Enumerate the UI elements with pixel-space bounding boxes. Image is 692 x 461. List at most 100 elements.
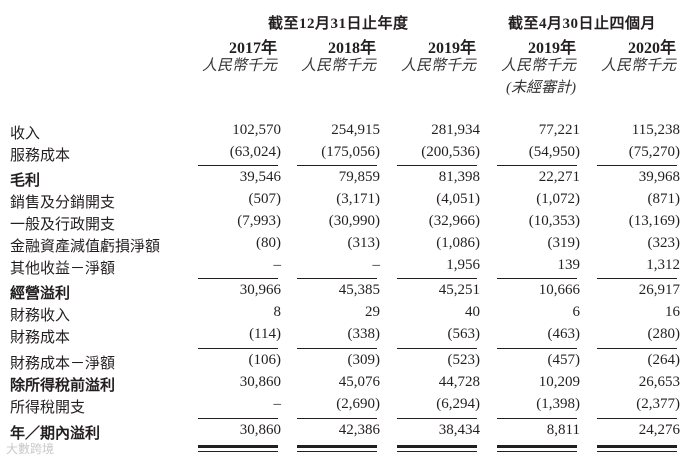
cell-value: –: [273, 257, 282, 273]
column-currency: 人民幣千元: [600, 58, 676, 74]
subtotal-rule: [198, 418, 278, 419]
subtotal-rule: [397, 418, 477, 419]
double-underline: [397, 445, 477, 448]
cell-value: 45,385: [338, 282, 380, 298]
cell-value: (75,270): [628, 144, 680, 160]
row-label: 財務成本: [10, 330, 71, 346]
cell-value: (1,086): [436, 235, 480, 251]
subtotal-rule: [497, 165, 577, 166]
cell-value: –: [273, 396, 282, 412]
table-row: 所得稅開支 – (2,690) (6,294) (1,398) (2,377): [0, 396, 692, 416]
subtotal-rule: [497, 348, 577, 349]
cell-value: (4,051): [436, 191, 480, 207]
cell-value: 102,570: [232, 122, 281, 138]
column-note: (未經審計): [506, 80, 576, 96]
cell-value: 29: [365, 304, 380, 320]
subtotal-rule: [397, 165, 477, 166]
subtotal-rule: [597, 418, 677, 419]
cell-value: (2,690): [336, 396, 380, 412]
subtotal-rule: [597, 165, 677, 166]
table-row: 其他收益－淨額 – – 1,956 139 1,312: [0, 257, 692, 277]
subtotal-rule: [198, 165, 278, 166]
row-label: 經營溢利: [10, 286, 71, 302]
column-currency: 人民幣千元: [300, 58, 376, 74]
subtotal-rule: [198, 348, 278, 349]
subtotal-rule: [497, 278, 577, 279]
cell-value: 281,934: [431, 122, 480, 138]
cell-value: (1,398): [536, 396, 580, 412]
column-year: 2017年: [228, 40, 277, 57]
column-currency: 人民幣千元: [201, 58, 277, 74]
cell-value: 30,860: [239, 422, 281, 438]
row-label: 財務成本－淨額: [10, 356, 116, 372]
subtotal-rule: [397, 278, 477, 279]
cell-value: 42,386: [338, 422, 380, 438]
cell-value: (507): [248, 191, 282, 207]
cell-value: 8,811: [546, 422, 580, 438]
subtotal-rule: [297, 418, 377, 419]
column-year: 2019年: [427, 40, 476, 57]
cell-value: 115,238: [631, 122, 680, 138]
cell-value: 26,917: [638, 282, 680, 298]
cell-value: 254,915: [331, 122, 380, 138]
cell-value: 6: [572, 304, 581, 320]
table-row: 年／期內溢利 30,860 42,386 38,434 8,811 24,276: [0, 422, 692, 442]
cell-value: 10,666: [538, 282, 580, 298]
double-underline: [497, 445, 577, 448]
subtotal-rule: [297, 348, 377, 349]
row-label: 毛利: [10, 173, 41, 189]
table-row: 財務成本－淨額 (106) (309) (523) (457) (264): [0, 352, 692, 372]
cell-value: (32,966): [428, 213, 480, 229]
cell-value: 40: [465, 304, 480, 320]
table-row: 一般及行政開支 (7,993) (30,990) (32,966) (10,353) (1…: [0, 213, 692, 233]
subtotal-rule: [597, 348, 677, 349]
row-label: 其他收益－淨額: [10, 261, 116, 277]
cell-value: (338): [347, 326, 381, 342]
column-year: 2020年: [627, 40, 676, 57]
cell-value: (63,024): [229, 144, 281, 160]
cell-value: (463): [547, 326, 581, 342]
cell-value: 45,251: [438, 282, 480, 298]
row-label: 財務收入: [10, 308, 71, 324]
cell-value: (175,056): [321, 144, 380, 160]
row-label: 年／期內溢利: [10, 426, 101, 442]
table-row: 財務收入 8 29 40 6 16: [0, 304, 692, 324]
row-label: 金融資產減值虧損淨額: [10, 239, 161, 255]
cell-value: 81,398: [438, 169, 480, 185]
double-underline: [297, 445, 377, 448]
cell-value: (10,353): [528, 213, 580, 229]
subtotal-rule: [297, 165, 377, 166]
subtotal-rule: [198, 278, 278, 279]
cell-value: (114): [249, 326, 281, 342]
cell-value: (313): [347, 235, 381, 251]
cell-value: 39,968: [638, 169, 680, 185]
row-label: 收入: [10, 126, 41, 142]
cell-value: 79,859: [338, 169, 380, 185]
row-label: 所得稅開支: [10, 400, 86, 416]
cell-value: (323): [647, 235, 681, 251]
cell-value: (80): [256, 235, 281, 251]
cell-value: 45,076: [338, 374, 380, 390]
cell-value: (6,294): [436, 396, 480, 412]
cell-value: (54,950): [528, 144, 580, 160]
cell-value: (30,990): [328, 213, 380, 229]
cell-value: (264): [647, 352, 681, 368]
table-row: 經營溢利 30,966 45,385 45,251 10,666 26,917: [0, 282, 692, 302]
row-label: 一般及行政開支: [10, 217, 116, 233]
watermark: 大數跨境: [6, 442, 55, 456]
column-year: 2018年: [327, 40, 376, 57]
column-currency: 人民幣千元: [400, 58, 476, 74]
cell-value: (280): [647, 326, 681, 342]
subtotal-rule: [297, 278, 377, 279]
cell-value: (106): [248, 352, 282, 368]
cell-value: 24,276: [638, 422, 680, 438]
table-row: 收入 102,570 254,915 281,934 77,221 115,238: [0, 122, 692, 142]
cell-value: (319): [547, 235, 581, 251]
subtotal-rule: [497, 418, 577, 419]
cell-value: (200,536): [421, 144, 480, 160]
cell-value: 26,653: [638, 374, 680, 390]
cell-value: 77,221: [538, 122, 580, 138]
subtotal-rule: [297, 451, 377, 452]
cell-value: (871): [647, 191, 681, 207]
cell-value: 1,312: [646, 257, 680, 273]
